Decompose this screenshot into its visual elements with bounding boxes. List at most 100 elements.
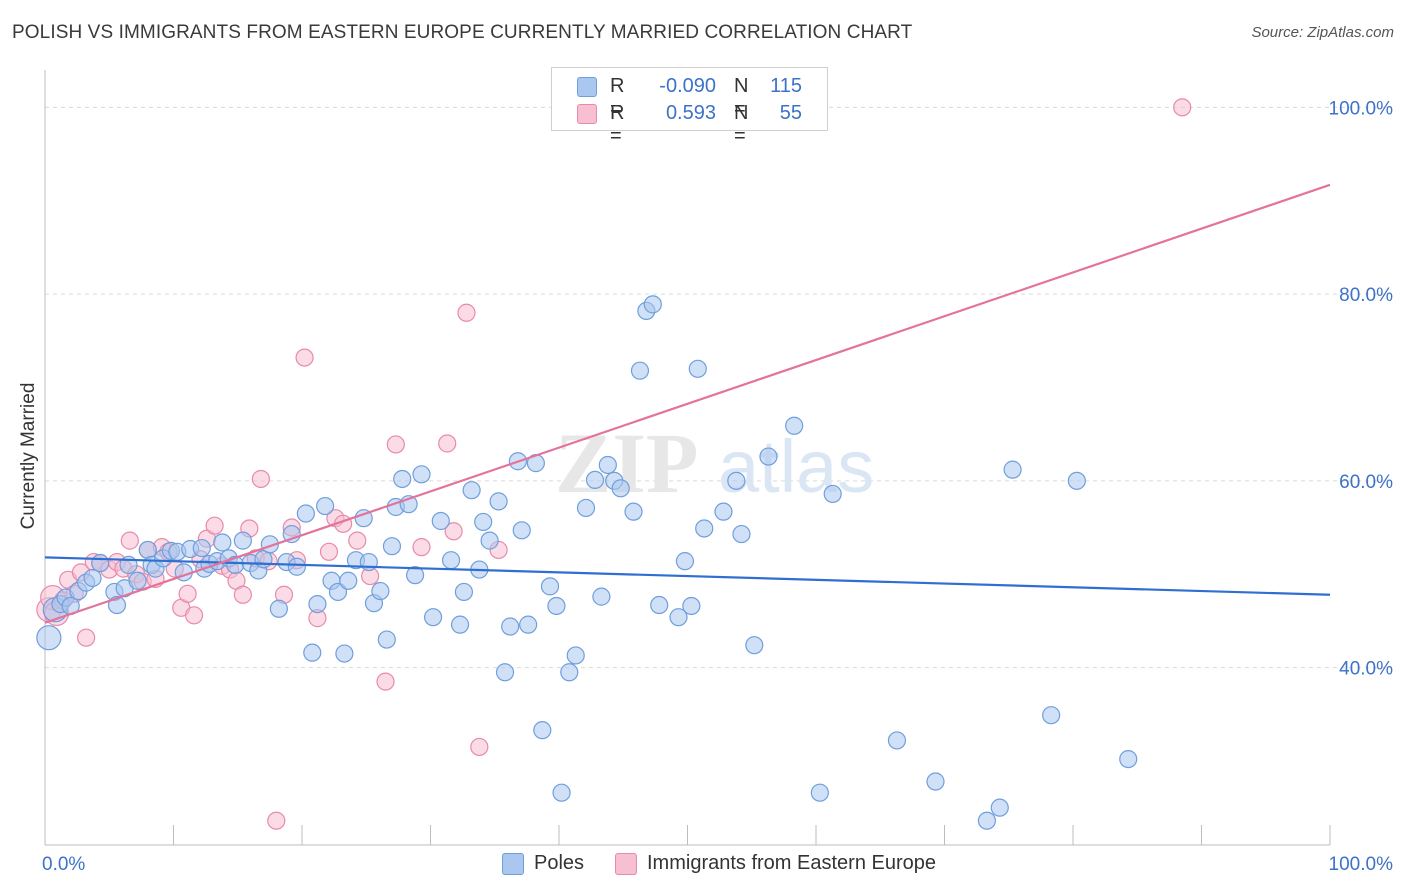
poles-legend-label: Poles bbox=[534, 852, 585, 874]
immigrants-point bbox=[295, 348, 314, 367]
poles-point bbox=[335, 644, 354, 663]
poles-point bbox=[560, 663, 579, 682]
immigrants-point bbox=[120, 531, 139, 550]
immigrants-point bbox=[376, 672, 395, 691]
n-label: N = bbox=[734, 102, 749, 147]
poles-point bbox=[36, 625, 62, 651]
poles-point bbox=[233, 531, 252, 550]
immigrants-point bbox=[438, 434, 457, 453]
poles-point bbox=[1119, 749, 1138, 769]
poles-point bbox=[669, 608, 688, 627]
immigrants-legend-label: Immigrants from Eastern Europe bbox=[647, 852, 936, 874]
poles-point bbox=[512, 521, 531, 540]
y-tick-label-40: 40.0% bbox=[1339, 659, 1393, 680]
poles-point bbox=[83, 568, 102, 588]
poles-point bbox=[480, 531, 499, 550]
poles-point bbox=[727, 471, 746, 490]
source-credit: Source: ZipAtlas.com bbox=[1251, 24, 1394, 41]
poles-point bbox=[714, 502, 733, 521]
poles-legend-swatch bbox=[502, 853, 524, 875]
poles-point bbox=[1042, 706, 1061, 725]
poles-point bbox=[501, 617, 520, 636]
immigrants-point bbox=[251, 469, 270, 489]
poles-point bbox=[540, 577, 560, 596]
poles-point bbox=[382, 537, 402, 556]
poles-point bbox=[303, 643, 322, 662]
poles-point bbox=[489, 492, 508, 511]
y-tick-label-80: 80.0% bbox=[1339, 285, 1393, 306]
chart-title: POLISH VS IMMIGRANTS FROM EASTERN EUROPE… bbox=[12, 22, 913, 43]
immigrants-point bbox=[457, 303, 476, 322]
poles-point bbox=[138, 540, 157, 560]
watermark-atlas: atlas bbox=[718, 425, 874, 508]
poles-point bbox=[431, 511, 450, 531]
poles-point bbox=[1003, 460, 1022, 479]
poles-point bbox=[377, 630, 396, 649]
poles-point bbox=[533, 721, 552, 740]
poles-point bbox=[393, 469, 412, 489]
y-axis-label: Currently Married bbox=[18, 383, 39, 530]
r-value: 0.593 bbox=[665, 102, 716, 124]
r-label: R = bbox=[610, 75, 625, 120]
poles-point bbox=[1067, 471, 1086, 490]
poles-point bbox=[745, 636, 764, 655]
y-tick-label-100: 100.0% bbox=[1329, 98, 1394, 119]
x-tick-label-min: 0.0% bbox=[42, 854, 85, 875]
immigrants-legend-swatch bbox=[615, 853, 637, 875]
poles-point bbox=[977, 811, 997, 830]
poles-point bbox=[810, 783, 829, 802]
poles-point bbox=[495, 663, 515, 682]
watermark: ZIP atlas bbox=[555, 415, 874, 511]
immigrants-point bbox=[319, 542, 339, 561]
immigrants-point bbox=[348, 531, 367, 550]
poles-point bbox=[296, 504, 315, 523]
poles-point bbox=[682, 596, 701, 616]
poles-point bbox=[269, 599, 288, 618]
immigrants-point bbox=[444, 522, 463, 541]
poles-point bbox=[630, 361, 650, 380]
y-tick-label-60: 60.0% bbox=[1339, 472, 1393, 493]
n-value: 115 bbox=[770, 75, 802, 97]
poles-point bbox=[454, 582, 474, 602]
poles-point bbox=[462, 481, 481, 500]
poles-point bbox=[624, 502, 643, 521]
series-poles-points bbox=[36, 295, 1138, 830]
poles-point bbox=[91, 553, 110, 573]
immigrants-point bbox=[178, 584, 197, 603]
poles-point bbox=[576, 498, 596, 518]
poles-point bbox=[732, 524, 751, 544]
n-label: N = bbox=[734, 75, 749, 120]
poles-point bbox=[566, 646, 585, 665]
poles-point bbox=[328, 582, 348, 602]
immigrants-point bbox=[77, 628, 96, 647]
poles-point bbox=[192, 538, 211, 558]
poles-point bbox=[371, 581, 390, 601]
immigrants-point bbox=[205, 516, 224, 535]
immigrants-trend-line bbox=[44, 183, 1331, 624]
trend-lines bbox=[44, 183, 1331, 624]
poles-point bbox=[592, 587, 611, 606]
poles-point bbox=[688, 359, 707, 378]
poles-point bbox=[450, 615, 470, 634]
immigrants-point bbox=[470, 737, 489, 757]
poles-point bbox=[598, 455, 617, 475]
poles-point bbox=[585, 470, 605, 490]
poles-point bbox=[643, 295, 662, 314]
r-value: -0.090 bbox=[659, 75, 716, 97]
n-value: 55 bbox=[779, 102, 802, 124]
poles-point bbox=[423, 608, 443, 627]
poles-point bbox=[412, 465, 431, 484]
poles-point bbox=[759, 447, 778, 466]
poles-point bbox=[547, 596, 566, 616]
immigrants-swatch bbox=[577, 104, 597, 124]
r-label: R = bbox=[610, 102, 625, 147]
stats-legend: R = -0.090 N = 115 R = 0.593 N = 55 bbox=[551, 67, 828, 147]
poles-point bbox=[695, 519, 714, 538]
poles-point bbox=[316, 496, 335, 516]
immigrants-point bbox=[412, 538, 431, 557]
poles-point bbox=[474, 512, 493, 532]
immigrants-point bbox=[267, 811, 286, 830]
watermark-zip: ZIP bbox=[555, 415, 698, 511]
poles-point bbox=[213, 533, 232, 552]
